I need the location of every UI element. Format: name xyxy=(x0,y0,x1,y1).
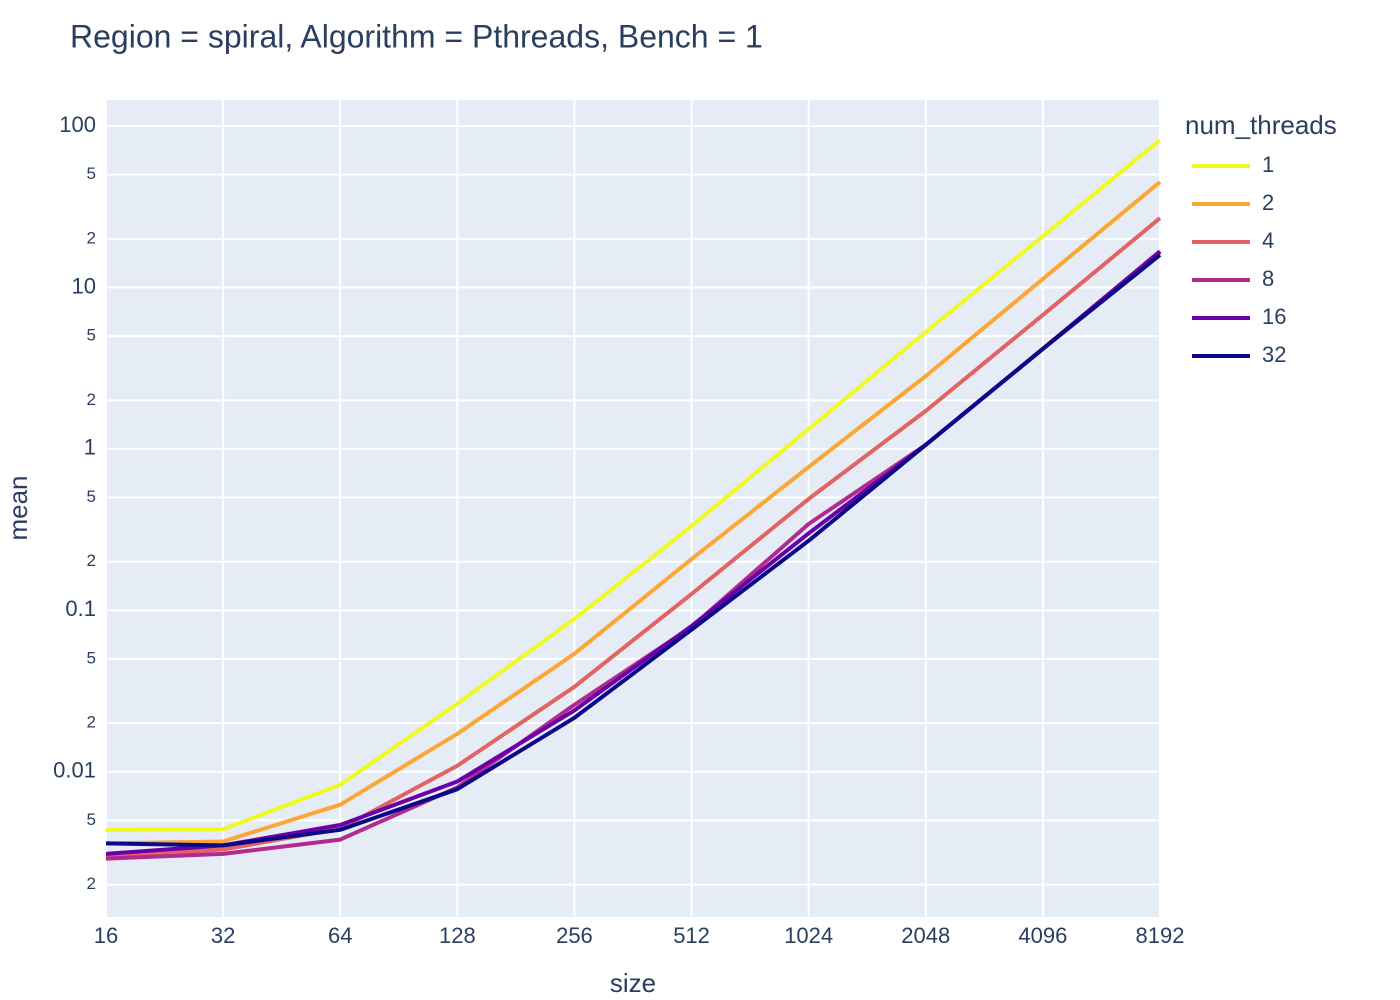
chart-title: Region = spiral, Algorithm = Pthreads, B… xyxy=(70,18,763,54)
y-tick-label: 5 xyxy=(87,487,96,506)
legend-title: num_threads xyxy=(1185,110,1337,140)
legend-label: 2 xyxy=(1262,190,1274,215)
x-tick-label: 8192 xyxy=(1136,923,1185,948)
y-tick-label: 1 xyxy=(84,435,96,460)
x-tick-label: 256 xyxy=(556,923,593,948)
y-tick-label: 2 xyxy=(87,228,96,247)
y-axis-title: mean xyxy=(3,475,33,540)
y-tick-label: 5 xyxy=(87,164,96,183)
y-tick-label: 5 xyxy=(87,326,96,345)
y-tick-label: 2 xyxy=(87,874,96,893)
y-tick-label: 0.01 xyxy=(53,758,96,783)
y-tick-label: 10 xyxy=(72,273,96,298)
legend-label: 32 xyxy=(1262,342,1286,367)
x-tick-label: 2048 xyxy=(901,923,950,948)
y-tick-label: 2 xyxy=(87,390,96,409)
x-tick-label: 128 xyxy=(439,923,476,948)
series-line xyxy=(105,253,1162,848)
legend-label: 16 xyxy=(1262,304,1286,329)
x-tick-label: 4096 xyxy=(1018,923,1067,948)
x-tick-label: 512 xyxy=(673,923,710,948)
y-tick-label: 5 xyxy=(87,648,96,667)
legend-label: 1 xyxy=(1262,152,1274,177)
y-tick-label: 0.1 xyxy=(65,596,96,621)
legend-label: 4 xyxy=(1262,228,1274,253)
series-line xyxy=(105,138,1162,832)
y-tick-label: 2 xyxy=(87,713,96,732)
x-axis-title: size xyxy=(610,968,656,998)
y-tick-label: 2 xyxy=(87,551,96,570)
plot-area xyxy=(106,100,1160,917)
x-tick-label: 32 xyxy=(211,923,235,948)
legend-label: 8 xyxy=(1262,266,1274,291)
x-tick-label: 1024 xyxy=(784,923,833,948)
x-tick-label: 64 xyxy=(328,923,352,948)
y-tick-label: 5 xyxy=(87,810,96,829)
x-tick-label: 16 xyxy=(94,923,118,948)
y-tick-label: 100 xyxy=(59,112,96,137)
series-line xyxy=(105,180,1162,846)
